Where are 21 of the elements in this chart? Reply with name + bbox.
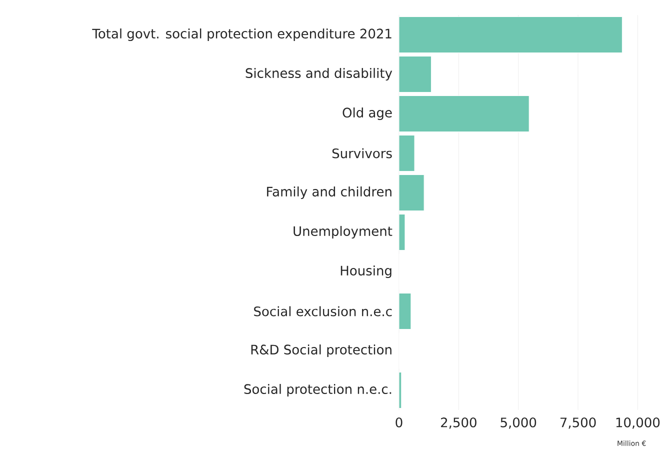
y-tick-label: Social exclusion n.e.c: [254, 306, 392, 316]
bar: [399, 135, 415, 172]
bar: [399, 293, 411, 330]
y-tick-label: R&D Social protection: [251, 344, 392, 358]
x-tick-label: 5,000: [500, 418, 536, 429]
x-tick-label: 10,000: [616, 418, 660, 429]
y-tick-label: Housing: [340, 265, 392, 278]
y-tick-label: Unemployment: [294, 226, 392, 239]
y-tick-label: Social protection n.e.c.: [244, 384, 392, 397]
y-tick-label: Old age: [342, 107, 392, 120]
y-tick-label: Family and children: [267, 186, 392, 200]
x-tick-label: 7,500: [560, 418, 596, 429]
bar: [399, 174, 424, 211]
x-tick-label: 2,500: [441, 418, 476, 429]
bar: [399, 16, 622, 53]
y-tick-label: Survivors: [332, 148, 392, 158]
y-tick-label: Sickness and disability: [246, 68, 392, 81]
y-tick-label: Total govt. social protection expenditure 2021: [92, 28, 392, 42]
x-tick-label: 0: [396, 418, 402, 428]
bar: [399, 96, 530, 132]
bar: [399, 56, 432, 92]
